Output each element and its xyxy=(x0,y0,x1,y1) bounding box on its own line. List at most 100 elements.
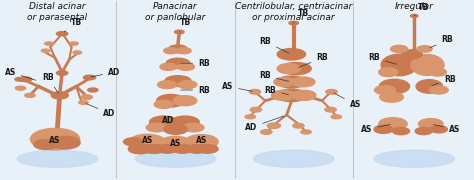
Ellipse shape xyxy=(379,68,398,77)
Text: AS: AS xyxy=(196,136,207,145)
Ellipse shape xyxy=(374,125,393,133)
Ellipse shape xyxy=(159,136,192,151)
Ellipse shape xyxy=(30,128,80,150)
Ellipse shape xyxy=(249,89,261,94)
Ellipse shape xyxy=(292,90,316,100)
Ellipse shape xyxy=(73,51,82,54)
Ellipse shape xyxy=(45,42,53,45)
Ellipse shape xyxy=(51,92,68,99)
Ellipse shape xyxy=(419,119,443,129)
Text: RB: RB xyxy=(260,37,289,53)
Text: RB: RB xyxy=(432,75,456,86)
Ellipse shape xyxy=(144,145,164,153)
Ellipse shape xyxy=(274,78,295,86)
Text: AD: AD xyxy=(245,116,284,132)
Text: TB: TB xyxy=(414,3,429,16)
Ellipse shape xyxy=(56,32,68,36)
Ellipse shape xyxy=(25,93,35,97)
Ellipse shape xyxy=(156,94,185,107)
Ellipse shape xyxy=(254,150,334,167)
Text: AS: AS xyxy=(334,93,361,109)
Ellipse shape xyxy=(177,63,194,70)
Ellipse shape xyxy=(156,145,177,153)
Ellipse shape xyxy=(173,96,197,106)
Ellipse shape xyxy=(261,130,272,134)
Ellipse shape xyxy=(325,107,336,112)
Text: AS: AS xyxy=(142,136,153,145)
Text: TB: TB xyxy=(294,9,309,23)
Ellipse shape xyxy=(164,48,178,54)
Ellipse shape xyxy=(272,90,295,100)
Ellipse shape xyxy=(374,150,455,167)
Text: RB: RB xyxy=(260,71,289,81)
Text: AD: AD xyxy=(163,116,174,125)
Ellipse shape xyxy=(292,77,315,87)
Ellipse shape xyxy=(41,49,50,52)
Ellipse shape xyxy=(70,42,78,45)
Ellipse shape xyxy=(416,80,443,93)
Text: AS: AS xyxy=(361,125,390,134)
Ellipse shape xyxy=(277,49,306,60)
Ellipse shape xyxy=(168,45,187,53)
Ellipse shape xyxy=(81,95,92,99)
Text: RB: RB xyxy=(181,86,210,94)
Ellipse shape xyxy=(15,78,24,81)
Text: TB: TB xyxy=(64,18,82,32)
Ellipse shape xyxy=(128,144,152,154)
Ellipse shape xyxy=(293,123,304,128)
Ellipse shape xyxy=(15,86,26,90)
Ellipse shape xyxy=(136,150,216,167)
Text: RB: RB xyxy=(299,53,328,68)
Ellipse shape xyxy=(52,136,80,149)
Ellipse shape xyxy=(326,89,337,94)
Text: Panacinar
or panlobular: Panacinar or panlobular xyxy=(146,3,206,22)
Ellipse shape xyxy=(429,68,447,76)
Ellipse shape xyxy=(164,76,191,86)
Ellipse shape xyxy=(267,123,281,128)
Ellipse shape xyxy=(129,134,165,149)
Ellipse shape xyxy=(391,45,408,53)
Ellipse shape xyxy=(178,81,197,89)
Ellipse shape xyxy=(185,135,218,149)
Ellipse shape xyxy=(177,48,191,54)
Ellipse shape xyxy=(417,46,432,52)
Text: RB: RB xyxy=(430,35,453,48)
Ellipse shape xyxy=(250,107,262,112)
Ellipse shape xyxy=(429,86,448,94)
Text: Distal acinar
or paraseptal: Distal acinar or paraseptal xyxy=(27,3,88,22)
Text: RB: RB xyxy=(181,59,210,68)
Ellipse shape xyxy=(197,145,218,153)
Ellipse shape xyxy=(374,86,395,94)
Ellipse shape xyxy=(276,89,307,102)
Ellipse shape xyxy=(183,123,204,132)
Text: TB: TB xyxy=(179,18,191,32)
Text: AS: AS xyxy=(434,125,460,134)
Ellipse shape xyxy=(411,55,444,75)
Ellipse shape xyxy=(301,130,311,134)
Ellipse shape xyxy=(281,62,311,75)
Ellipse shape xyxy=(401,50,422,59)
Text: AS: AS xyxy=(170,139,181,148)
Ellipse shape xyxy=(277,76,306,88)
Ellipse shape xyxy=(245,115,255,119)
Text: Irregular: Irregular xyxy=(395,3,434,12)
Ellipse shape xyxy=(186,145,207,153)
Text: RB: RB xyxy=(368,53,396,64)
Ellipse shape xyxy=(430,126,447,133)
Ellipse shape xyxy=(289,21,299,25)
Ellipse shape xyxy=(150,116,178,128)
Ellipse shape xyxy=(379,118,407,130)
Ellipse shape xyxy=(34,140,57,149)
Ellipse shape xyxy=(172,145,193,153)
Text: RB: RB xyxy=(264,86,289,95)
Ellipse shape xyxy=(379,79,410,94)
Text: AD: AD xyxy=(86,103,116,118)
Text: AD: AD xyxy=(91,68,120,77)
Ellipse shape xyxy=(174,30,184,34)
Ellipse shape xyxy=(410,14,418,17)
Ellipse shape xyxy=(157,81,176,89)
Text: AS: AS xyxy=(49,136,61,145)
Ellipse shape xyxy=(155,100,173,108)
Ellipse shape xyxy=(277,64,301,74)
Ellipse shape xyxy=(79,101,88,104)
